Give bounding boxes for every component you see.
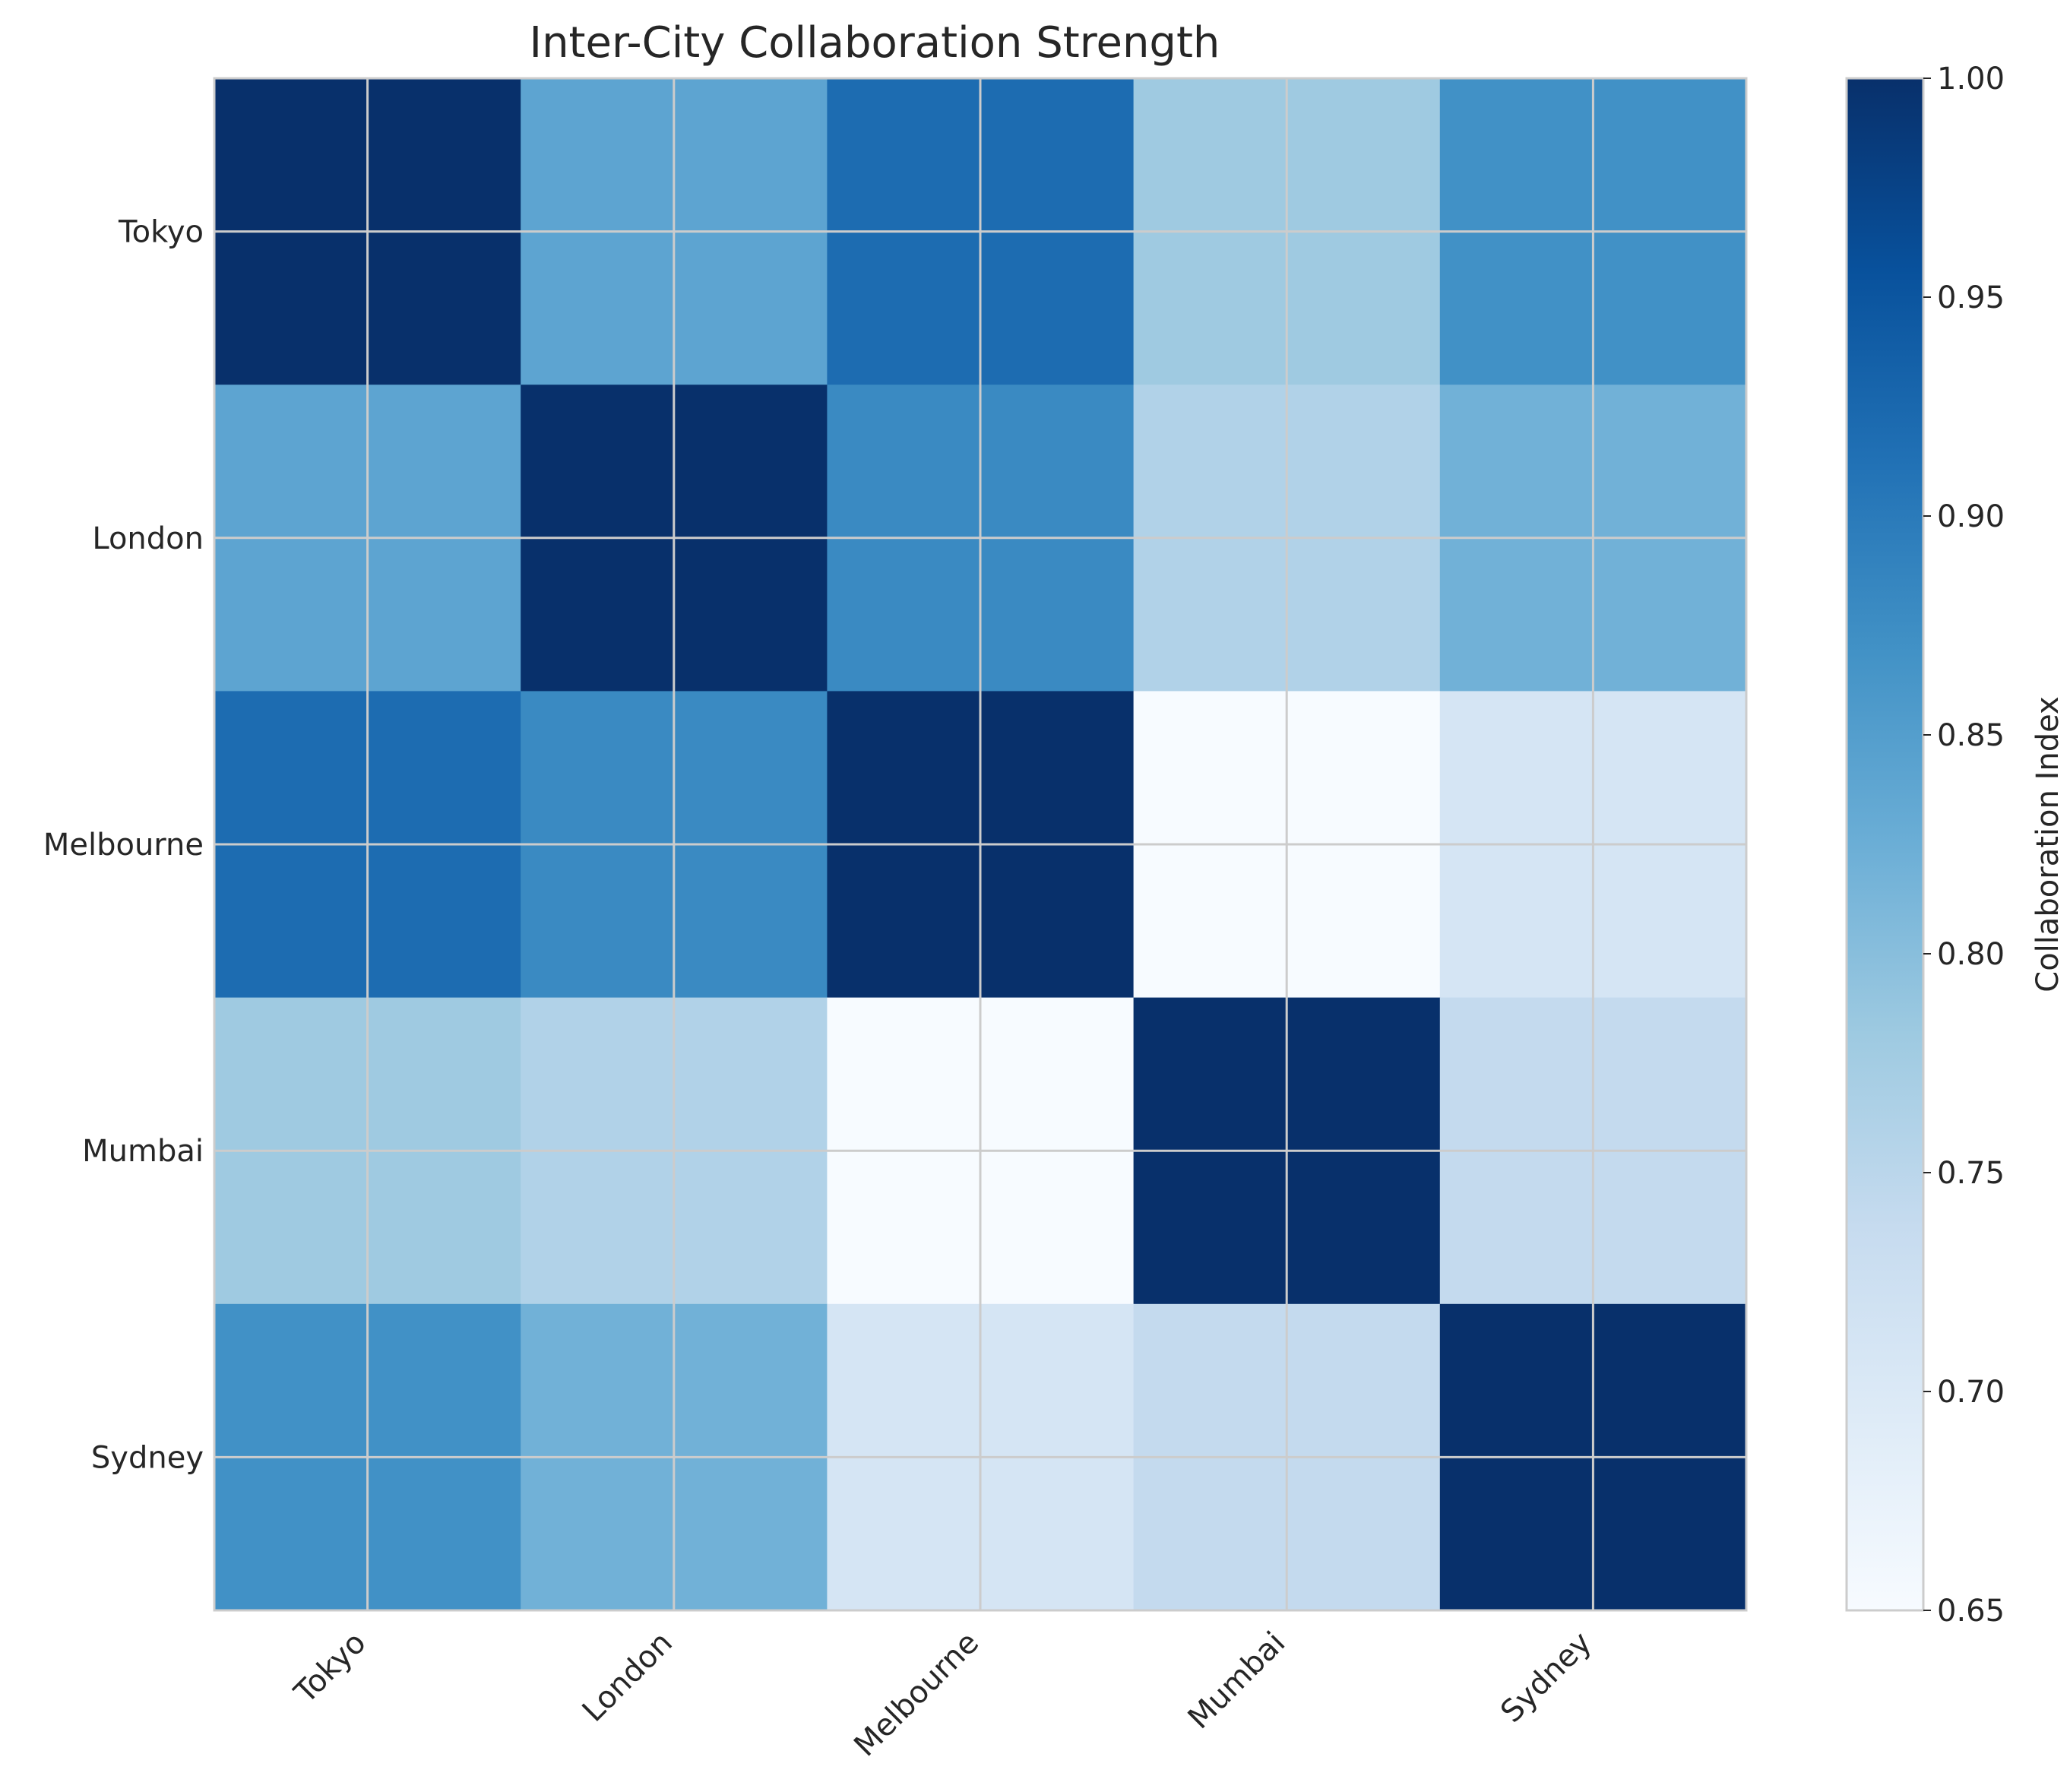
y-axis-ticks: Tokyo London Melbourne Mumbai Sydney [43, 215, 204, 1476]
colorbar-tick-label: 0.80 [1937, 937, 2005, 972]
x-tick-label: London [576, 1626, 679, 1729]
chart-title: Inter-City Collaboration Strength [530, 18, 1220, 68]
colorbar-tick-label: 0.65 [1937, 1594, 2005, 1629]
y-tick-label: London [92, 521, 204, 556]
colorbar-tick-label: 0.95 [1937, 280, 2005, 315]
colorbar-tick-label: 0.85 [1937, 718, 2005, 753]
x-tick-label: Sydney [1494, 1626, 1598, 1730]
y-tick-label: Melbourne [43, 828, 204, 863]
x-axis-ticks: Tokyo London Melbourne Mumbai Sydney [287, 1626, 1598, 1764]
colorbar-tick-label: 1.00 [1937, 62, 2005, 97]
y-tick-label: Tokyo [118, 215, 204, 250]
grid-lines [214, 78, 1746, 1610]
x-tick-label: Tokyo [287, 1626, 372, 1711]
x-tick-label: Mumbai [1182, 1626, 1293, 1737]
colorbar-tick-label: 0.70 [1937, 1375, 2005, 1410]
colorbar-tick-label: 0.75 [1937, 1156, 2005, 1191]
colorbar-tick-label: 0.90 [1937, 499, 2005, 534]
y-tick-label: Sydney [91, 1440, 204, 1475]
plot-frame [213, 77, 1748, 1612]
colorbar-label: Collaboration Index [2030, 696, 2065, 992]
colorbar-ticks: 0.65 0.70 0.75 0.80 0.85 0.90 0.95 1.00 [1923, 62, 2005, 1629]
y-tick-label: Mumbai [82, 1134, 204, 1169]
x-tick-label: Melbourne [847, 1626, 986, 1764]
colorbar [1845, 77, 1925, 1612]
